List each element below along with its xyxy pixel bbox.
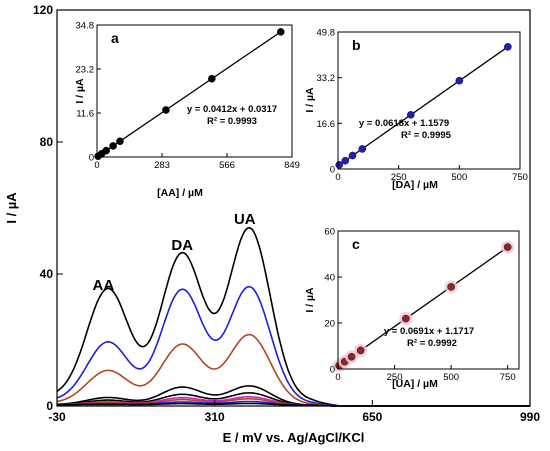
main-y-tick-label: 80 <box>40 135 54 149</box>
peak-label-ua: UA <box>234 211 256 228</box>
peak-label-aa: AA <box>93 277 115 294</box>
main-y-tick-label: 40 <box>40 267 54 281</box>
main-x-tick-label: 310 <box>205 410 225 424</box>
inset-a-panel-label: a <box>111 30 119 46</box>
main-x-tick-label: 990 <box>520 410 540 424</box>
inset-a-point <box>109 142 117 150</box>
inset-a-x-tick-label: 566 <box>219 160 235 171</box>
inset-a-x-tick-label: 0 <box>94 160 99 171</box>
inset-b-y-tick-label: 0 <box>330 165 335 176</box>
inset-c-y-tick-label: 40 <box>324 273 335 284</box>
inset-c-panel-label: c <box>352 236 360 252</box>
inset-a-y-tick-label: 11.6 <box>76 109 94 120</box>
inset-a-r-squared: R² = 0.9993 <box>207 116 257 127</box>
inset-b-point <box>348 151 357 160</box>
inset-c-x-tick-label: 500 <box>443 372 459 383</box>
inset-a-point <box>102 146 110 155</box>
inset-b-x-tick-label: 750 <box>512 172 528 183</box>
inset-a-point <box>208 74 216 83</box>
inset-a-point <box>162 106 170 114</box>
inset-a-y-tick-label: 34.8 <box>76 21 95 32</box>
inset-a-fit-line <box>96 31 282 158</box>
inset-a-x-tick-label: 849 <box>284 160 300 171</box>
main-axis-ticks: -30 310 650 990 0 40 80 120 <box>33 3 540 424</box>
inset-c-y-tick-label: 20 <box>324 319 335 330</box>
inset-b-y-tick-label: 16.6 <box>317 119 336 130</box>
inset-a-x-tick-label: 283 <box>154 160 170 171</box>
inset-b-equation: y = 0.0618x + 1.1579 <box>359 118 449 129</box>
main-x-axis-label: E / mV vs. Ag/AgCl/KCl <box>223 430 365 445</box>
inset-c-fit-line <box>337 246 509 367</box>
peak-annotations: AA DA UA <box>93 211 256 294</box>
inset-a-y-tick-label: 0 <box>89 153 94 164</box>
inset-a-point <box>276 28 285 36</box>
main-y-tick-label: 120 <box>33 3 53 17</box>
inset-c-point <box>402 314 410 323</box>
inset-c-point <box>347 353 356 361</box>
inset-b-x-tick-label: 0 <box>335 172 340 183</box>
inset-b-frame <box>337 31 521 170</box>
main-x-tick-label: 650 <box>362 410 382 424</box>
inset-c-r-squared: R² = 0.9992 <box>407 338 457 349</box>
inset-a-y-axis-label: I / µA <box>74 78 86 104</box>
inset-c-y-axis-label: I / µA <box>304 287 316 313</box>
main-plot-frame <box>56 9 531 407</box>
inset-b-point <box>335 161 344 169</box>
inset-b: 0 250 500 750 0 16.6 33.2 49.8 b [DA] / µM I / µA y… <box>304 28 528 192</box>
inset-b-point <box>504 43 512 51</box>
inset-b-x-tick-label: 500 <box>451 172 467 183</box>
inset-a-x-axis-label: [AA] / µM <box>157 187 203 199</box>
inset-b-y-axis-label: I / µA <box>304 87 316 113</box>
inset-c-point <box>356 346 365 355</box>
main-y-axis-label: I / µA <box>4 192 19 224</box>
inset-b-point <box>358 145 367 153</box>
inset-b-y-tick-label: 33.2 <box>317 73 336 84</box>
inset-c-x-tick-label: 750 <box>500 372 516 383</box>
inset-a-point <box>116 137 124 146</box>
inset-a: 0 283 566 849 0 11.6 23.2 34.8 a [AA] / µM I / µA y… <box>74 21 300 200</box>
inset-c-x-axis-label: [UA] / µM <box>392 378 438 390</box>
main-y-tick-label: 0 <box>46 399 53 413</box>
inset-c-point <box>447 283 455 291</box>
main-x-tick-label: -30 <box>48 410 66 424</box>
inset-c-x-tick-label: 250 <box>387 372 403 383</box>
inset-b-x-tick-label: 250 <box>391 172 407 183</box>
inset-c-equation: y = 0.0691x + 1.1717 <box>384 326 474 337</box>
inset-c-frame <box>337 230 520 370</box>
inset-c-point <box>503 243 512 251</box>
main-plot: -30 310 650 990 0 40 80 120 AA DA UA E / mV vs. A… <box>4 3 540 445</box>
inset-c: 0 250 500 750 0 20 40 60 c [UA] / µM I / µA y = 0.0… <box>304 227 523 390</box>
inset-b-fit-line <box>337 46 509 167</box>
inset-b-point <box>406 111 415 119</box>
inset-b-point <box>341 156 350 165</box>
inset-b-r-squared: R² = 0.9995 <box>401 130 452 141</box>
inset-a-y-tick-label: 23.2 <box>76 65 95 76</box>
inset-b-panel-label: b <box>352 37 361 53</box>
inset-a-equation: y = 0.0412x + 0.0317 <box>187 104 277 115</box>
inset-c-y-tick-label: 0 <box>330 365 335 376</box>
inset-c-x-tick-label: 0 <box>335 372 340 383</box>
peak-label-da: DA <box>171 237 193 254</box>
inset-b-y-tick-label: 49.8 <box>317 28 336 39</box>
inset-b-x-axis-label: [DA] / µM <box>392 179 438 191</box>
inset-c-y-tick-label: 60 <box>324 227 335 238</box>
inset-b-point <box>455 76 464 85</box>
inset-a-frame <box>96 24 293 158</box>
